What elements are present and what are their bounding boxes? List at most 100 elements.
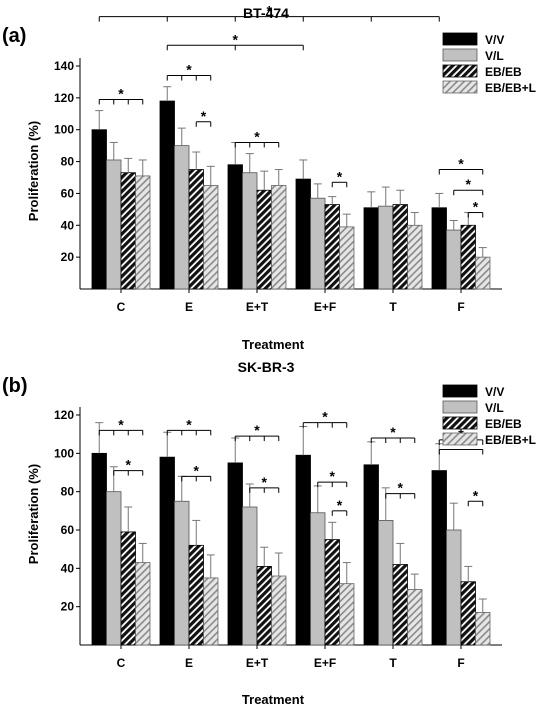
y-tick-label: 120 (54, 91, 74, 105)
x-tick-label: F (457, 656, 464, 670)
legend-swatch (442, 80, 478, 94)
bar (106, 159, 122, 290)
bar (120, 531, 136, 646)
x-tick-label: E (185, 300, 193, 314)
panel-a-ylabel: Proliferation (%) (26, 121, 41, 221)
y-tick-label: 60 (61, 523, 75, 537)
significance-bracket (331, 510, 348, 516)
bar (475, 256, 491, 290)
significance-star: * (390, 424, 396, 440)
panel-b-plot: 20406080100120CEE+TE+FTF**************V/… (54, 384, 536, 670)
bar (446, 529, 462, 646)
legend-swatch (442, 48, 478, 62)
significance-bracket (195, 121, 212, 127)
y-tick-label: 100 (54, 123, 74, 137)
significance-star: * (337, 497, 343, 513)
legend-swatch (442, 32, 478, 46)
significance-bracket (98, 98, 144, 105)
significance-bracket (166, 75, 212, 81)
significance-bracket (249, 487, 280, 493)
bar (310, 197, 326, 290)
significance-bracket (166, 429, 212, 436)
bar (120, 172, 136, 290)
significance-bracket (113, 470, 144, 476)
significance-star: * (262, 474, 268, 490)
bar (392, 204, 408, 290)
x-tick-label: E+T (246, 300, 269, 314)
y-tick-label: 20 (61, 250, 75, 264)
bar (256, 566, 272, 646)
panel-b-title: SK-BR-3 (238, 359, 295, 375)
y-tick-label: 80 (61, 485, 75, 499)
bar (431, 207, 447, 290)
x-tick-label: T (389, 656, 397, 670)
significance-star: * (126, 457, 132, 473)
bar (106, 491, 122, 646)
significance-bracket (453, 189, 484, 196)
bar (392, 564, 408, 646)
legend-label: V/V (485, 33, 504, 47)
panel-a-xlabel: Treatment (242, 337, 305, 352)
significance-star: * (473, 487, 479, 503)
significance-bracket (181, 475, 212, 482)
legend-label: V/L (485, 401, 504, 415)
significance-bracket (385, 493, 416, 499)
bar (378, 205, 394, 290)
significance-star: * (254, 422, 260, 438)
legend-swatch (442, 384, 478, 398)
bar (91, 452, 107, 646)
bar (407, 589, 423, 646)
bar (407, 224, 423, 290)
significance-star: * (118, 85, 124, 101)
significance-star: * (186, 416, 192, 432)
significance-star: * (473, 199, 479, 215)
y-tick-label: 100 (54, 446, 74, 460)
significance-star: * (118, 416, 124, 432)
bar (174, 145, 190, 290)
bar (475, 612, 491, 646)
bar (188, 169, 204, 290)
bar (295, 178, 311, 290)
significance-bracket (370, 437, 416, 443)
bar (295, 454, 311, 646)
x-tick-label: E+F (314, 656, 336, 670)
significance-bracket (331, 181, 348, 188)
bar (446, 229, 462, 290)
bar (431, 470, 447, 646)
y-tick-label: 140 (54, 59, 74, 73)
bar (339, 226, 355, 290)
x-tick-label: E+T (246, 656, 269, 670)
legend-swatch (442, 64, 478, 78)
legend-label: EB/EB (485, 417, 522, 431)
panel-b-xlabel: Treatment (242, 692, 305, 707)
panel-b-ylabel: Proliferation (%) (26, 464, 41, 564)
bar (460, 581, 476, 646)
panel-b-label: (b) (2, 375, 28, 397)
significance-bracket (234, 435, 280, 442)
significance-star: * (201, 108, 207, 124)
significance-bracket (166, 44, 304, 51)
bar (271, 185, 287, 290)
significance-bracket (98, 16, 440, 22)
legend-swatch (442, 416, 478, 430)
legend-swatch (442, 400, 478, 414)
bar (135, 175, 151, 290)
significance-bracket (438, 169, 484, 175)
y-tick-label: 40 (61, 561, 75, 575)
bar (135, 562, 151, 646)
significance-bracket (98, 429, 144, 436)
bar (203, 185, 219, 290)
bar (159, 456, 175, 646)
bar (203, 577, 219, 646)
significance-star: * (186, 62, 192, 78)
y-tick-label: 20 (61, 600, 75, 614)
x-tick-label: E (185, 656, 193, 670)
significance-bracket (234, 141, 280, 148)
y-tick-label: 40 (61, 218, 75, 232)
significance-star: * (322, 409, 328, 425)
y-tick-label: 80 (61, 155, 75, 169)
legend-label: EB/EB+L (485, 81, 536, 95)
x-tick-label: C (117, 656, 126, 670)
bar (242, 172, 258, 290)
